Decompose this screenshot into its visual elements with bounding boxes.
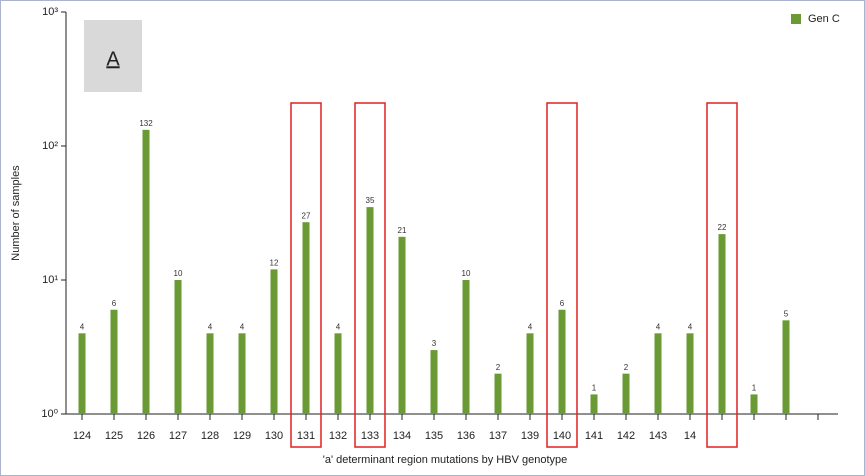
bar [334,333,342,414]
x-tick-label: 130 [265,430,283,442]
x-tick-label: 142 [617,430,635,442]
bar [718,234,726,414]
bar [558,309,566,414]
bar [462,280,470,414]
bar [782,320,790,414]
bar [238,333,246,414]
value-label: 2 [496,363,501,372]
bar [622,373,630,414]
value-label: 6 [560,299,565,308]
legend-swatch [791,14,801,24]
x-tick-label: 141 [585,430,603,442]
x-tick-label: 129 [233,430,251,442]
x-tick-label: 127 [169,430,187,442]
bar [142,129,150,415]
bar [526,333,534,414]
value-label: 4 [688,322,693,331]
x-tick-label: 135 [425,430,443,442]
x-tick-label: 132 [329,430,347,442]
x-tick-label: 124 [73,430,91,442]
bar [430,350,438,414]
value-label: 4 [240,322,245,331]
value-label: 10 [462,269,471,278]
x-tick-label: 137 [489,430,507,442]
bar [750,394,758,414]
bar [302,222,310,414]
x-axis-label: 'a' determinant region mutations by HBV … [323,454,568,466]
highlight-box [706,102,738,448]
y-axis-label: Number of samples [10,165,22,261]
bar [174,280,182,414]
value-label: 27 [302,211,311,220]
x-tick-label: 143 [649,430,667,442]
bar [78,333,86,414]
x-tick-label: 125 [105,430,123,442]
highlight-box [546,102,578,448]
y-tick-label: 10³ [42,6,58,18]
value-label: 3 [432,339,437,348]
value-label: 12 [270,258,279,267]
panel-box [84,20,142,92]
bar [494,373,502,414]
bar [270,269,278,414]
bar [590,394,598,414]
value-label: 5 [784,309,789,318]
bar [686,333,694,414]
highlight-box [354,102,386,448]
value-label: 35 [366,196,375,205]
value-label: 10 [174,269,183,278]
value-label: 132 [139,119,153,128]
x-tick-label: 128 [201,430,219,442]
value-label: 4 [656,322,661,331]
y-tick-label: 10² [42,140,58,152]
y-tick-label: 10¹ [42,274,58,286]
bar [366,207,374,414]
x-tick-label: 136 [457,430,475,442]
value-label: 6 [112,299,117,308]
value-label: 21 [398,226,407,235]
value-label: 4 [336,322,341,331]
x-tick-label: 134 [393,430,411,442]
value-label: 4 [80,322,85,331]
value-label: 4 [528,322,533,331]
value-label: 4 [208,322,213,331]
y-tick-label: 10⁰ [41,408,58,420]
bar [654,333,662,414]
value-label: 2 [624,363,629,372]
x-tick-label: 126 [137,430,155,442]
x-tick-label: 14 [684,430,696,442]
value-label: 1 [592,384,597,393]
legend-label: Gen C [808,13,840,25]
x-tick-label: 131 [297,430,315,442]
panel-label: A [106,48,120,70]
bar [398,236,406,414]
value-label: 1 [752,384,757,393]
bar [206,333,214,414]
x-tick-label: 133 [361,430,379,442]
value-label: 22 [718,223,727,232]
highlight-box [290,102,322,448]
bar [110,309,118,414]
x-tick-label: 140 [553,430,571,442]
x-tick-label: 139 [521,430,539,442]
